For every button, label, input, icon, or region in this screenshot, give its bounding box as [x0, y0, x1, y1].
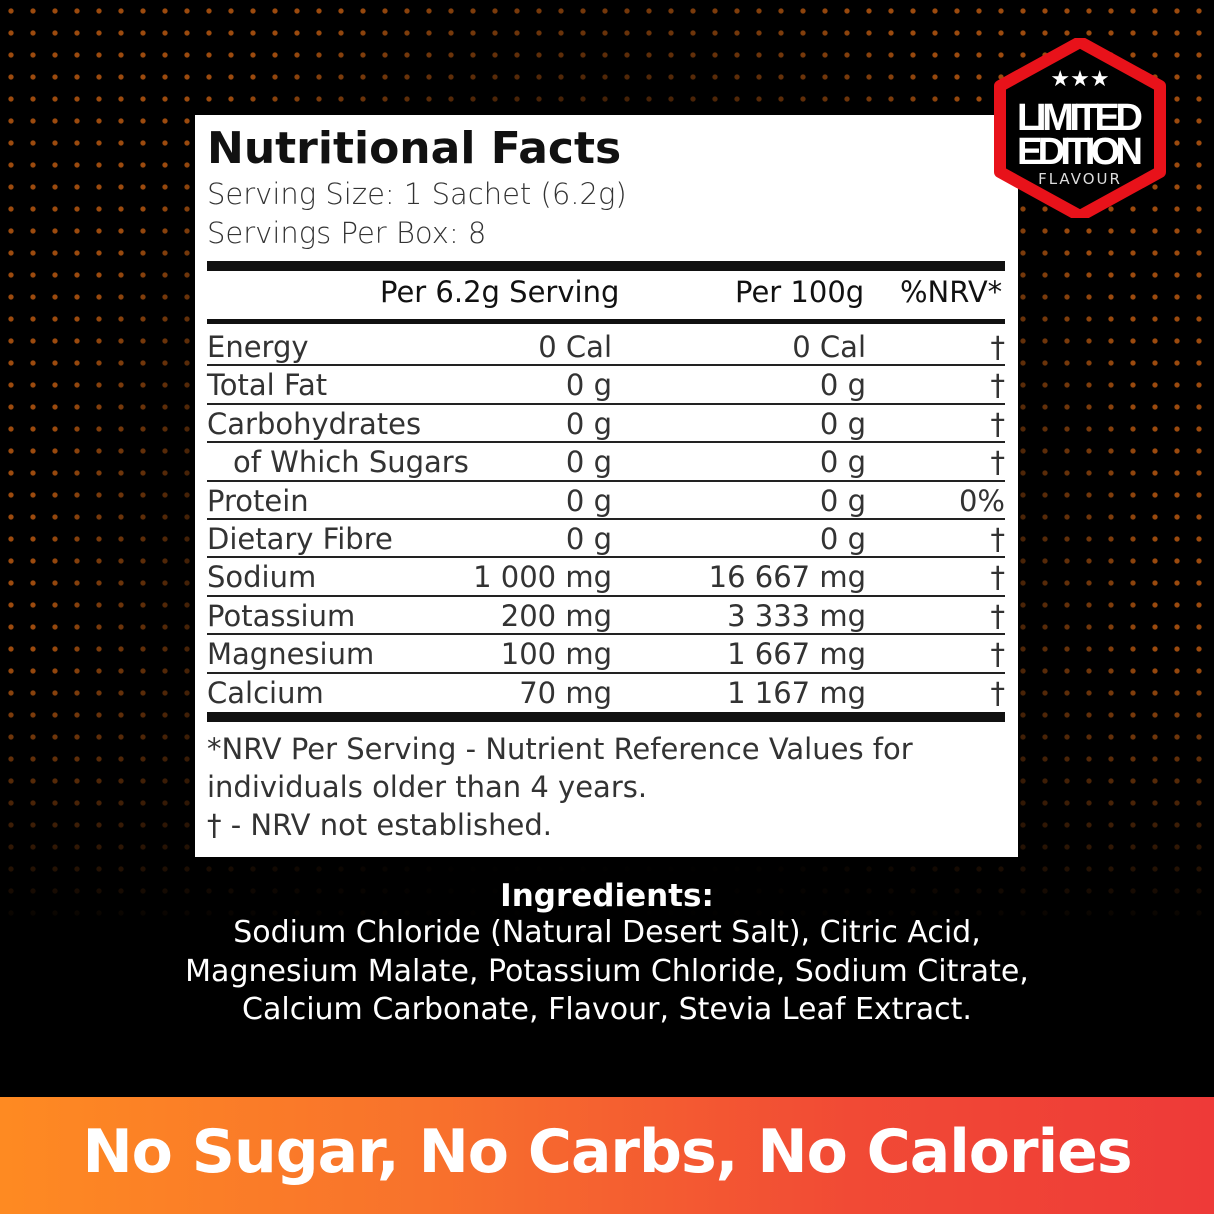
- per-100g-value: 0 g: [819, 483, 866, 518]
- header-nrv: %NRV*: [900, 275, 1003, 309]
- per-100g-value: 1 167 mg: [727, 675, 866, 710]
- nrv-value: †: [990, 330, 1006, 364]
- nutrient-row: Potassium 200 mg 3 333 mg †: [207, 597, 1006, 636]
- ingredients-line: Magnesium Malate, Potassium Chloride, So…: [185, 953, 1029, 989]
- per-100g-value: 16 667 mg: [708, 560, 866, 595]
- limited-edition-badge: ★★★ LIMITED EDITION FLAVOUR: [994, 38, 1166, 218]
- nutrition-facts-panel: Nutritional Facts Serving Size: 1 Sachet…: [195, 115, 1018, 857]
- ingredients: Ingredients: Sodium Chloride (Natural De…: [0, 878, 1214, 1030]
- nrv-value: †: [990, 522, 1006, 556]
- header-per-100g: Per 100g: [735, 275, 865, 309]
- ingredients-title: Ingredients:: [500, 878, 714, 914]
- per-100g-value: 0 g: [819, 522, 866, 556]
- nutrient-row: Protein 0 g 0 g 0%: [207, 482, 1005, 520]
- per-serving-value: 0 g: [565, 368, 612, 403]
- footnote-nrv: *NRV Per Serving - Nutrient Reference Va…: [207, 732, 913, 766]
- nrv-value: †: [990, 406, 1006, 441]
- per-serving-value: 0 g: [565, 406, 612, 441]
- nutrient-name: Protein: [207, 483, 309, 518]
- nutrient-row: Calcium 70 mg 1 167 mg †: [207, 674, 1005, 712]
- per-serving-value: 0 Cal: [538, 330, 612, 364]
- footnote-age: individuals older than 4 years.: [207, 770, 648, 804]
- nrv-value: †: [990, 598, 1006, 633]
- header-per-serving: Per 6.2g Serving: [380, 275, 620, 309]
- stars-icon: ★★★: [1050, 67, 1109, 92]
- badge-line3: FLAVOUR: [1038, 170, 1122, 188]
- nutrient-name: Sodium: [207, 560, 317, 595]
- nutrient-row: Total Fat 0 g 0 g †: [207, 366, 1006, 405]
- nutrient-name: Magnesium: [207, 637, 375, 672]
- nutrient-row: Sodium 1 000 mg 16 667 mg †: [207, 558, 1006, 597]
- nutrient-name: Energy: [207, 330, 309, 364]
- per-serving-value: 200 mg: [500, 598, 612, 633]
- per-100g-value: 0 Cal: [792, 330, 866, 364]
- nrv-value: 0%: [958, 483, 1005, 518]
- divider-thick: [207, 261, 1005, 271]
- badge-line1: LIMITED: [1017, 97, 1143, 139]
- badge-line2: EDITION: [1017, 131, 1143, 173]
- nutrient-name: Calcium: [207, 675, 324, 710]
- nutrient-row: Energy 0 Cal 0 Cal †: [207, 328, 1006, 367]
- ingredients-line: Calcium Carbonate, Flavour, Stevia Leaf …: [242, 992, 972, 1027]
- nutrient-name: Carbohydrates: [207, 406, 422, 441]
- per-serving-value: 0 g: [565, 483, 612, 518]
- nutrient-name: Potassium: [207, 598, 356, 633]
- per-serving-value: 0 g: [565, 445, 612, 480]
- divider-thick-bottom: [207, 712, 1005, 722]
- per-100g-value: 3 333 mg: [727, 598, 866, 633]
- ingredients-line: Sodium Chloride (Natural Desert Salt), C…: [233, 915, 981, 950]
- servings-per-box: Servings Per Box: 8: [207, 216, 487, 250]
- per-100g-value: 0 g: [819, 368, 866, 403]
- nutrient-name: Total Fat: [207, 368, 328, 403]
- per-100g-value: 0 g: [819, 406, 866, 441]
- footnote-dagger: † - NRV not established.: [207, 808, 552, 842]
- per-serving-value: 70 mg: [519, 675, 612, 710]
- nrv-value: †: [990, 560, 1006, 595]
- per-serving-value: 0 g: [565, 522, 612, 556]
- footnotes: *NRV Per Serving - Nutrient Reference Va…: [207, 730, 913, 844]
- divider-header: [207, 319, 1005, 324]
- per-serving-value: 100 mg: [500, 637, 612, 672]
- facts-title: Nutritional Facts: [207, 123, 622, 174]
- nrv-value: †: [990, 675, 1006, 710]
- nrv-value: †: [990, 445, 1006, 480]
- per-serving-value: 1 000 mg: [473, 560, 612, 595]
- nutrient-row: Dietary Fibre 0 g 0 g †: [207, 520, 1006, 559]
- per-100g-value: 1 667 mg: [727, 637, 866, 672]
- nrv-value: †: [990, 368, 1006, 403]
- nutrient-row: Carbohydrates 0 g 0 g †: [207, 405, 1006, 444]
- serving-size: Serving Size: 1 Sachet (6.2g): [207, 177, 627, 211]
- nrv-value: †: [990, 637, 1006, 672]
- nutrient-row: of Which Sugars 0 g 0 g †: [207, 443, 1006, 482]
- nutrient-row: Magnesium 100 mg 1 667 mg †: [207, 635, 1006, 674]
- nutrient-name: Dietary Fibre: [207, 522, 393, 556]
- claims-banner: No Sugar, No Carbs, No Calories: [0, 1097, 1214, 1214]
- per-100g-value: 0 g: [819, 445, 866, 480]
- nutrient-name: of Which Sugars: [233, 445, 469, 480]
